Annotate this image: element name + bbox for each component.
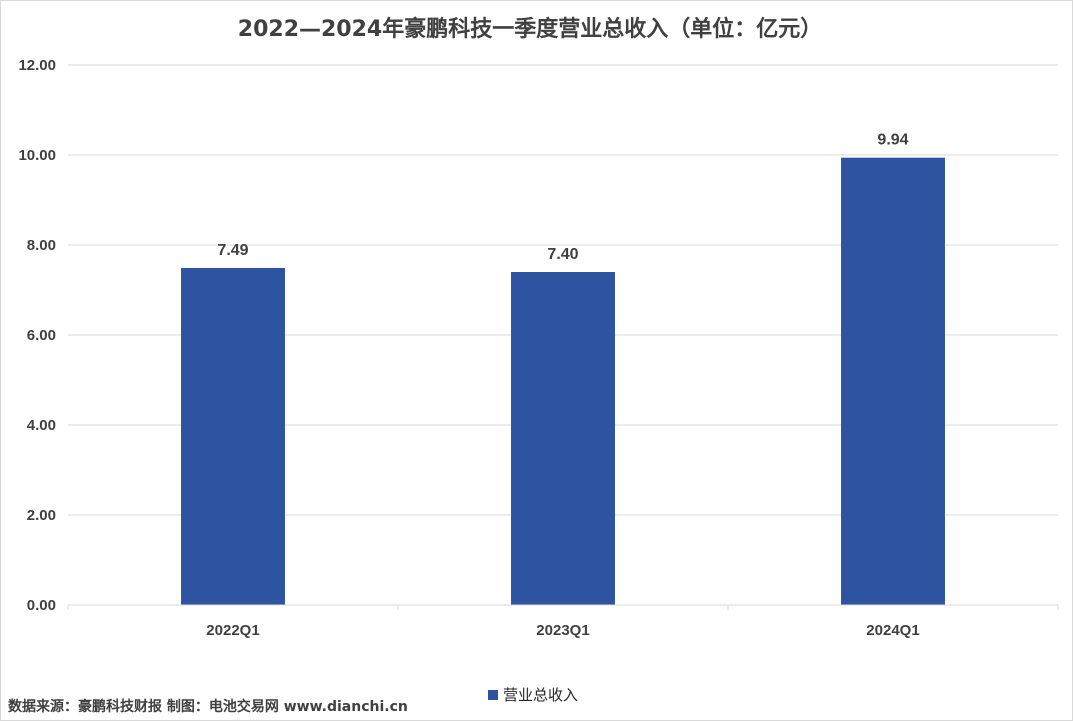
chart-title: 2022—2024年豪鹏科技一季度营业总收入（单位：亿元） (238, 16, 822, 42)
x-category-label: 2022Q1 (206, 622, 259, 639)
data-labels: 7.49 7.40 9.94 (217, 132, 908, 263)
y-axis-ticks: 0.00 2.00 4.00 6.00 8.00 10.00 12.00 (18, 57, 56, 614)
bar-2023Q1 (511, 272, 615, 605)
bar-2024Q1 (841, 157, 945, 605)
data-label: 9.94 (877, 132, 908, 149)
source-note: 数据来源：豪鹏科技财报 制图：电池交易网 www.dianchi.cn (8, 698, 408, 715)
y-tick-label: 10.00 (18, 147, 56, 164)
legend-swatch (488, 690, 498, 700)
y-tick-label: 0.00 (27, 597, 56, 614)
y-tick-label: 8.00 (27, 237, 56, 254)
data-label: 7.49 (217, 242, 248, 259)
legend: 营业总收入 (488, 686, 578, 704)
x-category-label: 2023Q1 (536, 622, 589, 639)
x-axis-categories: 2022Q1 2023Q1 2024Q1 (206, 622, 919, 639)
bar-2022Q1 (181, 267, 285, 605)
y-tick-label: 2.00 (27, 507, 56, 524)
y-tick-label: 12.00 (18, 57, 56, 74)
x-category-label: 2024Q1 (866, 622, 919, 639)
legend-label: 营业总收入 (503, 686, 578, 704)
y-tick-label: 6.00 (27, 327, 56, 344)
bars (181, 157, 945, 605)
data-label: 7.40 (547, 246, 578, 263)
y-tick-label: 4.00 (27, 417, 56, 434)
